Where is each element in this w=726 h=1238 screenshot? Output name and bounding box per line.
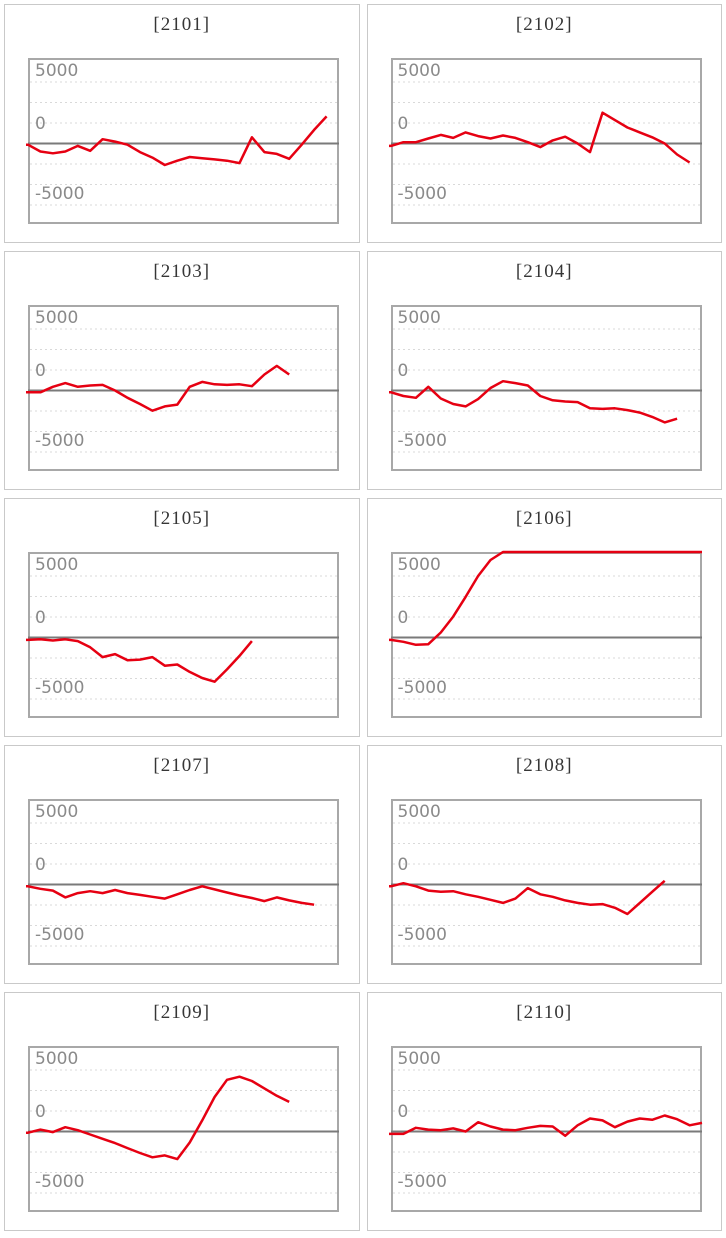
chart-plot-area: 5000 0 -5000 — [26, 58, 339, 224]
chart-panel: [2101] 5000 0 -5000 — [4, 4, 360, 243]
chart-plot-area: 5000 0 -5000 — [388, 305, 702, 471]
chart-panel: [2102] 5000 0 -5000 — [366, 4, 722, 243]
chart-title: [2108] — [515, 755, 573, 776]
chart-plot-area: 5000 0 -5000 — [388, 799, 702, 965]
chart-title: [2109] — [153, 1002, 211, 1023]
line-chart-svg — [26, 1046, 339, 1212]
chart-plot-area: 5000 0 -5000 — [388, 550, 702, 718]
chart-title: [2105] — [153, 508, 211, 529]
chart-plot-area: 5000 0 -5000 — [26, 552, 339, 718]
chart-panel: [2110] 5000 0 -5000 — [366, 992, 722, 1231]
line-chart-svg — [388, 58, 702, 224]
chart-panel: [2107] 5000 0 -5000 — [4, 745, 360, 984]
line-chart-svg — [388, 1046, 702, 1212]
chart-plot-area: 5000 0 -5000 — [26, 1046, 339, 1212]
chart-plot-area: 5000 0 -5000 — [26, 799, 339, 965]
chart-panel: [2104] 5000 0 -5000 — [366, 251, 722, 490]
chart-panel: [2105] 5000 0 -5000 — [4, 498, 360, 737]
line-chart-svg — [26, 552, 339, 718]
line-chart-svg — [388, 305, 702, 471]
chart-title: [2102] — [515, 14, 573, 35]
chart-panel: [2109] 5000 0 -5000 — [4, 992, 360, 1231]
chart-title: [2106] — [515, 508, 573, 529]
chart-plot-area: 5000 0 -5000 — [388, 1046, 702, 1212]
line-chart-svg — [388, 550, 702, 718]
chart-title: [2110] — [516, 1002, 573, 1023]
line-chart-svg — [388, 799, 702, 965]
chart-panel: [2108] 5000 0 -5000 — [366, 745, 722, 984]
line-chart-svg — [26, 799, 339, 965]
chart-plot-area: 5000 0 -5000 — [388, 58, 702, 224]
chart-panel: [2103] 5000 0 -5000 — [4, 251, 360, 490]
chart-title: [2103] — [153, 261, 211, 282]
chart-plot-area: 5000 0 -5000 — [26, 305, 339, 471]
line-chart-svg — [26, 58, 339, 224]
chart-title: [2104] — [515, 261, 573, 282]
chart-title: [2107] — [153, 755, 211, 776]
chart-title: [2101] — [153, 14, 211, 35]
line-chart-svg — [26, 305, 339, 471]
chart-panel: [2106] 5000 0 -5000 — [366, 498, 722, 737]
